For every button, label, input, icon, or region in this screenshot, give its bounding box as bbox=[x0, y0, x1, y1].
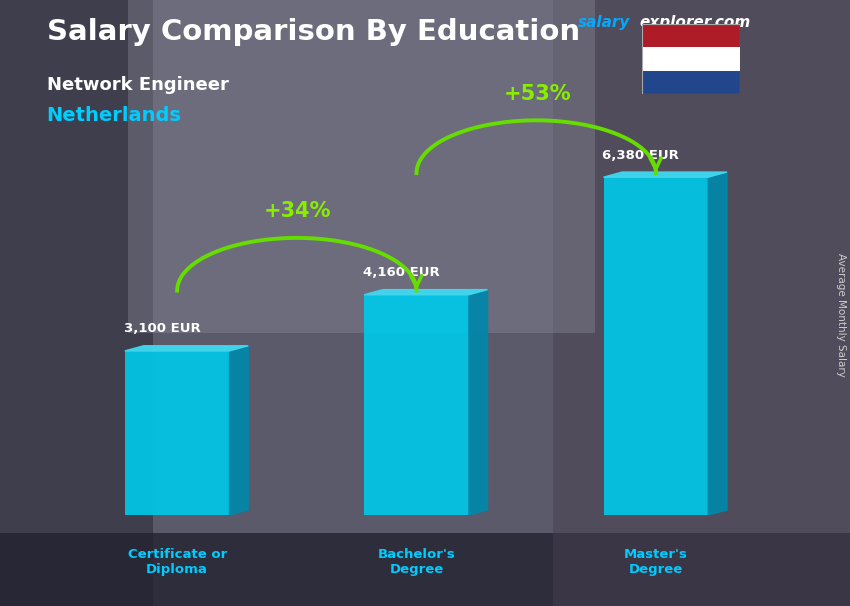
Text: Network Engineer: Network Engineer bbox=[47, 76, 229, 94]
Text: +53%: +53% bbox=[503, 84, 571, 104]
Text: Average Monthly Salary: Average Monthly Salary bbox=[836, 253, 846, 377]
Bar bbox=[0, 533, 850, 606]
Bar bbox=[642, 71, 740, 94]
Polygon shape bbox=[469, 290, 488, 515]
Text: Netherlands: Netherlands bbox=[47, 106, 182, 125]
Bar bbox=[642, 24, 740, 47]
Polygon shape bbox=[125, 346, 248, 351]
Bar bbox=[0, 0, 153, 606]
Text: Master's
Degree: Master's Degree bbox=[624, 548, 688, 576]
Polygon shape bbox=[364, 290, 488, 295]
Text: salary: salary bbox=[578, 15, 631, 30]
Text: 6,380 EUR: 6,380 EUR bbox=[603, 148, 679, 162]
Bar bbox=[125, 351, 230, 515]
Polygon shape bbox=[708, 172, 727, 515]
Text: 3,100 EUR: 3,100 EUR bbox=[124, 322, 201, 336]
Text: Salary Comparison By Education: Salary Comparison By Education bbox=[47, 18, 580, 46]
Polygon shape bbox=[604, 172, 727, 177]
Bar bbox=[128, 0, 595, 333]
Text: +34%: +34% bbox=[264, 201, 332, 221]
Text: Bachelor's
Degree: Bachelor's Degree bbox=[377, 548, 456, 576]
Text: Certificate or
Diploma: Certificate or Diploma bbox=[128, 548, 227, 576]
Bar bbox=[642, 47, 740, 71]
Bar bbox=[552, 0, 850, 606]
Text: 4,160 EUR: 4,160 EUR bbox=[363, 266, 440, 279]
Text: explorer.com: explorer.com bbox=[639, 15, 751, 30]
Bar bbox=[364, 295, 469, 515]
Polygon shape bbox=[230, 346, 248, 515]
Bar bbox=[604, 177, 708, 515]
